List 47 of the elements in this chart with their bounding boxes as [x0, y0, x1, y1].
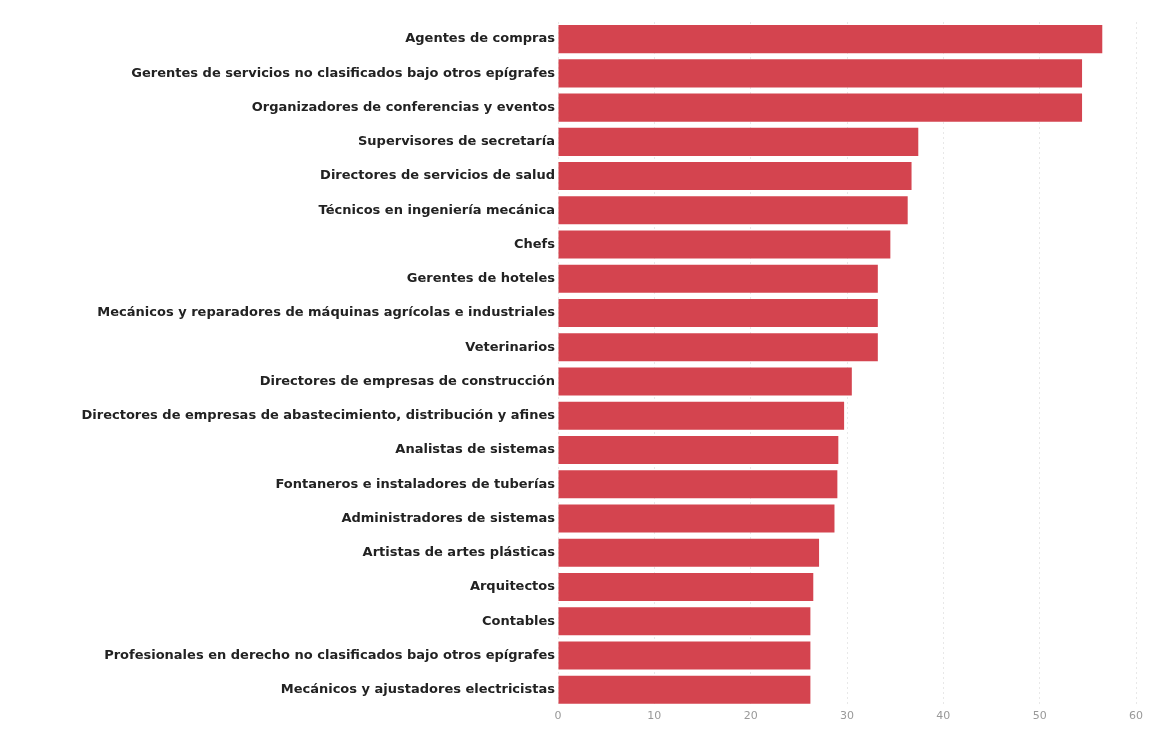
y-tick-label: Artistas de artes plásticas: [362, 544, 556, 560]
y-tick-label: Arquitectos: [469, 578, 556, 594]
y-tick-label: Veterinarios: [465, 338, 556, 354]
y-tick-label: Contables: [481, 612, 556, 628]
bar: [558, 641, 811, 670]
x-tick-label: 0: [554, 709, 562, 723]
x-tick-label: 40: [936, 709, 951, 723]
y-tick-label: Mecánicos y reparadores de máquinas agrícolas e industriales: [97, 304, 556, 320]
bar: [558, 127, 919, 156]
y-tick-label: Chefs: [513, 235, 556, 251]
x-tick-label: 60: [1129, 709, 1143, 723]
bar: [558, 401, 845, 430]
y-tick-label: Organizadores de conferencias y eventos: [251, 98, 556, 114]
y-tick-label: Directores de empresas de construcción: [259, 372, 555, 388]
bar: [558, 196, 908, 225]
bar: [558, 572, 814, 601]
bar: [558, 299, 878, 328]
bar: [558, 675, 811, 704]
y-tick-label: Directores de empresas de abastecimiento, distribución y afines: [81, 407, 556, 423]
y-tick-label: Directores de servicios de salud: [320, 167, 555, 183]
y-tick-label: Agentes de compras: [405, 30, 556, 46]
y-tick-label: Supervisores de secretaría: [357, 133, 555, 149]
bar: [558, 435, 839, 465]
bar: [558, 607, 811, 636]
bar: [558, 25, 1103, 54]
y-tick-label: Mecánicos y ajustadores electricistas: [280, 681, 556, 697]
bar: [558, 230, 891, 259]
bar: [558, 538, 820, 567]
x-tick-label: 50: [1032, 709, 1047, 723]
bar: [558, 504, 835, 533]
y-tick-label: Técnicos en ingeniería mecánica: [318, 201, 555, 217]
x-tick-label: 10: [647, 709, 662, 723]
bar: [558, 470, 838, 499]
bar: [558, 264, 878, 293]
y-tick-label: Fontaneros e instaladores de tuberías: [275, 475, 556, 491]
y-tick-label: Administradores de sistemas: [341, 509, 556, 525]
y-tick-label: Profesionales en derecho no clasificados bajo otros epígrafes: [104, 646, 556, 662]
x-tick-label: 20: [743, 709, 758, 723]
y-tick-label: Gerentes de hoteles: [406, 270, 556, 286]
bar: [558, 59, 1083, 88]
x-tick-label: 30: [840, 709, 854, 723]
bar: [558, 162, 912, 191]
bar: [558, 333, 878, 362]
bar: [558, 367, 852, 396]
y-tick-label: Analistas de sistemas: [395, 441, 556, 457]
bar: [558, 93, 1083, 122]
y-tick-label: Gerentes de servicios no clasificados bajo otros epígrafes: [131, 64, 556, 80]
